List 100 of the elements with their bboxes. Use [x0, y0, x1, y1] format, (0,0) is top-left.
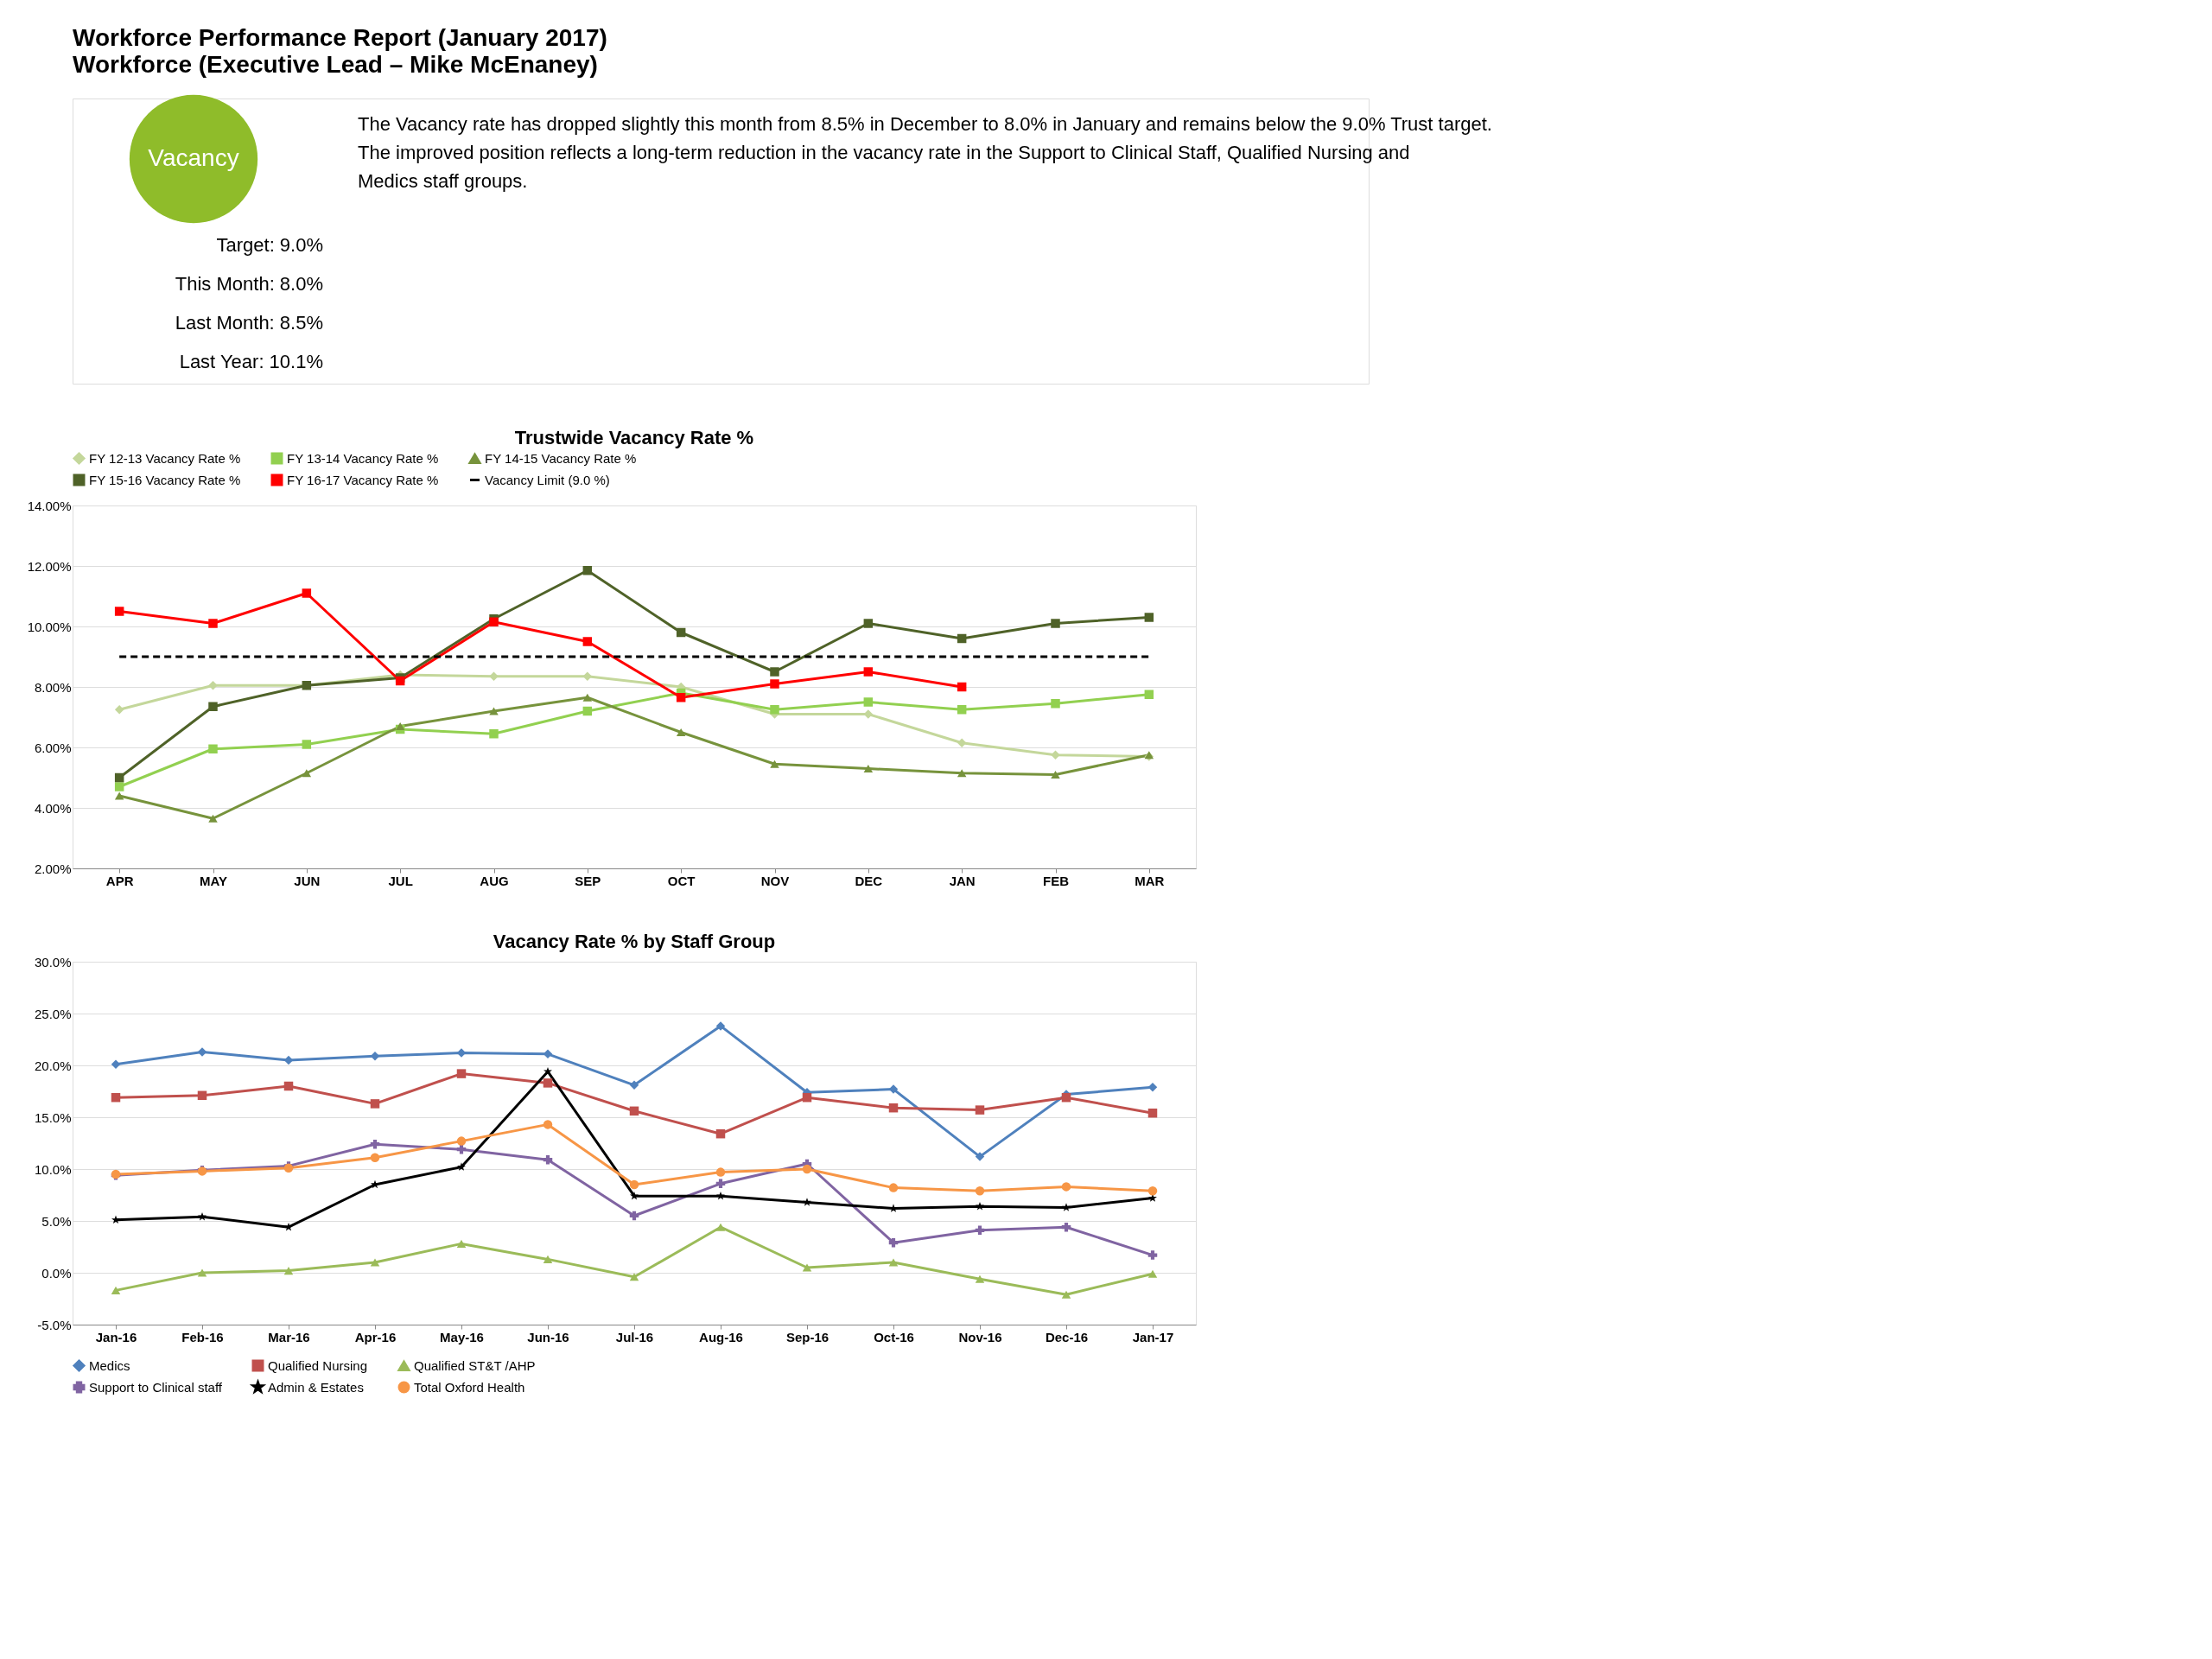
y-tick-label: 15.0% — [34, 1109, 72, 1125]
point — [370, 1099, 380, 1109]
legend-label: FY 12-13 Vacancy Rate % — [89, 450, 241, 466]
point — [957, 682, 967, 692]
y-tick-label: -5.0% — [37, 1317, 72, 1332]
x-tick-label: Oct-16 — [874, 1329, 914, 1344]
point — [770, 667, 779, 677]
point — [543, 1120, 553, 1129]
point — [111, 1286, 121, 1294]
x-tick-label: APR — [105, 873, 134, 888]
legend-label: FY 15-16 Vacancy Rate % — [89, 472, 241, 487]
y-tick-label: 6.00% — [34, 740, 72, 755]
point — [676, 728, 686, 737]
point — [582, 706, 593, 716]
point — [395, 676, 405, 686]
x-tick-label: OCT — [667, 873, 696, 888]
text: This Month: 8.0% — [175, 273, 323, 295]
x-tick-label: Dec-16 — [1045, 1329, 1089, 1344]
point — [489, 707, 499, 715]
point — [1147, 1082, 1158, 1092]
y-tick-label: 8.00% — [34, 679, 72, 695]
point — [715, 1223, 726, 1231]
point — [1061, 1092, 1071, 1103]
point — [770, 679, 779, 689]
point — [582, 693, 593, 702]
point — [370, 1139, 380, 1149]
point — [1051, 699, 1060, 709]
point — [543, 1154, 553, 1165]
text: Workforce Performance Report (January 2017) — [73, 23, 607, 51]
point — [957, 633, 967, 644]
point — [975, 1274, 985, 1283]
point — [197, 1090, 207, 1101]
x-tick-label: Jun-16 — [527, 1329, 569, 1344]
legend-label: Medics — [89, 1357, 130, 1373]
point — [302, 740, 312, 749]
x-tick-label: Feb-16 — [181, 1329, 224, 1344]
x-tick-label: JUN — [294, 873, 321, 888]
x-tick-label: MAY — [200, 873, 227, 888]
point — [197, 1268, 207, 1277]
point — [1051, 619, 1060, 628]
legend-label: Vacancy Limit (9.0 %) — [485, 472, 610, 487]
legend-label: Support to Clinical staff — [89, 1379, 223, 1395]
point — [456, 1136, 467, 1146]
point — [1147, 1269, 1158, 1278]
text: Target: 9.0% — [216, 234, 323, 256]
point — [1061, 1222, 1071, 1232]
text: The Vacancy rate has dropped slightly this month from 8.5% in December to 8.0% in January and remains below the 9.0% Trust target. The improved position reflects a long-term reduction in the vacancy rate in the Support to Clinical Staff, Qualified Nursing and Medics staff groups. — [358, 113, 1492, 192]
point — [114, 782, 124, 791]
point — [111, 1092, 121, 1103]
point — [676, 693, 686, 702]
point — [802, 1092, 812, 1103]
point — [1051, 750, 1060, 760]
x-tick-label: May-16 — [440, 1329, 484, 1344]
point — [457, 1162, 466, 1171]
text: Last Year: 10.1% — [179, 351, 323, 372]
point — [283, 1267, 294, 1275]
point — [302, 588, 312, 598]
point — [1147, 1250, 1158, 1260]
point — [114, 607, 124, 616]
x-tick-label: MAR — [1135, 873, 1165, 888]
legend-label: FY 13-14 Vacancy Rate % — [287, 450, 439, 466]
x-tick-label: Aug-16 — [699, 1329, 743, 1344]
x-tick-label: Jan-16 — [95, 1329, 137, 1344]
point — [208, 744, 218, 753]
point — [975, 1105, 985, 1115]
point — [543, 1255, 553, 1263]
point — [370, 1258, 380, 1267]
point — [114, 705, 124, 715]
y-tick-label: 20.0% — [34, 1058, 72, 1073]
point — [802, 1263, 812, 1272]
point — [629, 1080, 639, 1090]
point — [863, 667, 874, 677]
point — [543, 1078, 553, 1088]
point — [863, 619, 874, 628]
point — [198, 1211, 207, 1221]
y-tick-label: 2.00% — [34, 861, 72, 876]
point — [489, 729, 499, 739]
point — [283, 1081, 294, 1091]
point — [197, 1047, 207, 1057]
x-tick-label: FEB — [1043, 873, 1070, 888]
point — [863, 764, 874, 773]
point — [1144, 613, 1154, 622]
y-tick-label: 4.00% — [34, 800, 72, 816]
point — [803, 1198, 811, 1206]
point — [1147, 1185, 1158, 1196]
point — [888, 1183, 899, 1192]
point — [975, 1225, 985, 1236]
legend-label: Total Oxford Health — [414, 1379, 525, 1395]
x-tick-label: JUL — [388, 873, 413, 888]
point — [1061, 1182, 1071, 1192]
y-tick-label: 10.00% — [27, 619, 72, 634]
point — [629, 1273, 639, 1281]
x-tick-label: Jan-17 — [1132, 1329, 1174, 1344]
point — [629, 1179, 639, 1190]
legend-label: Qualified Nursing — [268, 1357, 368, 1373]
point — [1147, 1108, 1158, 1118]
chart-title: Trustwide Vacancy Rate % — [514, 427, 754, 448]
point — [715, 1021, 726, 1031]
point — [716, 1191, 725, 1200]
point — [111, 1215, 120, 1224]
